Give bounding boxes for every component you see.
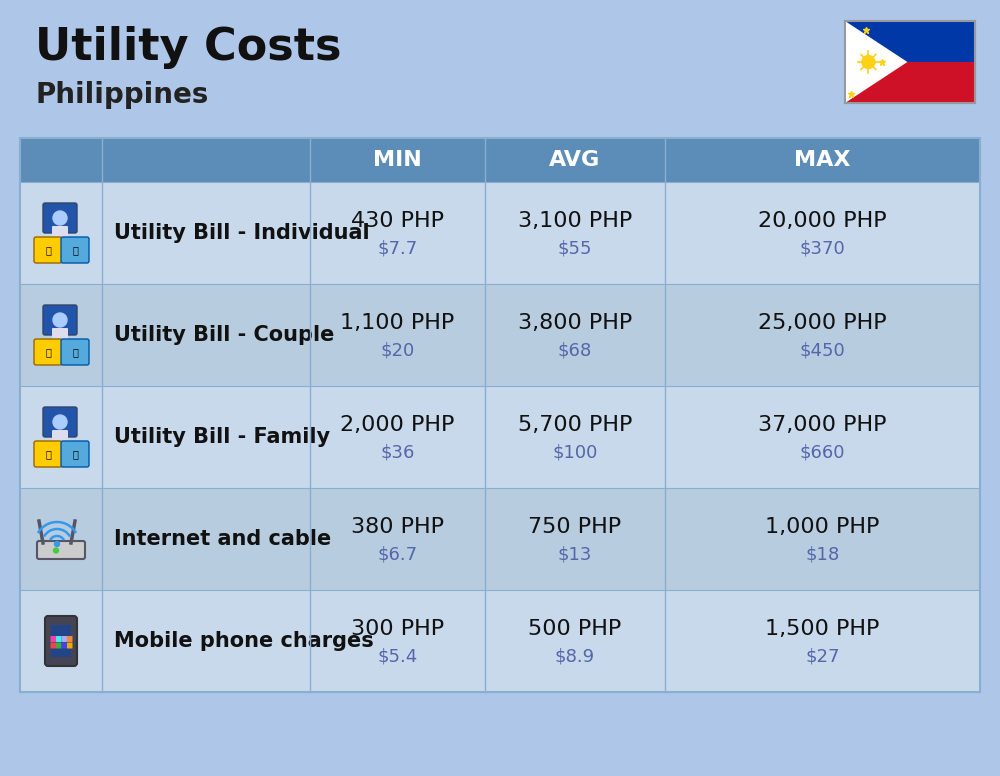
Circle shape [862,56,875,68]
FancyBboxPatch shape [51,625,71,657]
FancyBboxPatch shape [52,226,68,240]
Text: 🚿: 🚿 [72,449,78,459]
FancyBboxPatch shape [56,643,62,649]
Text: $13: $13 [558,546,592,564]
Text: 37,000 PHP: 37,000 PHP [758,415,887,435]
FancyBboxPatch shape [34,441,62,467]
Text: $100: $100 [552,444,598,462]
Text: $450: $450 [800,342,845,360]
Text: Philippines: Philippines [35,81,208,109]
FancyBboxPatch shape [845,21,975,103]
FancyBboxPatch shape [845,21,975,62]
Text: 3,100 PHP: 3,100 PHP [518,211,632,231]
FancyBboxPatch shape [62,643,67,649]
Text: Utility Bill - Couple: Utility Bill - Couple [114,325,334,345]
FancyBboxPatch shape [52,328,68,342]
Text: 🔌: 🔌 [45,449,51,459]
Text: Utility Bill - Family: Utility Bill - Family [114,427,330,447]
FancyBboxPatch shape [67,643,73,649]
Text: 🔌: 🔌 [45,347,51,357]
Text: $68: $68 [558,342,592,360]
Text: MIN: MIN [373,150,422,170]
Text: $8.9: $8.9 [555,648,595,666]
Circle shape [53,415,67,429]
FancyBboxPatch shape [20,590,980,692]
Text: 5,700 PHP: 5,700 PHP [518,415,632,435]
Circle shape [54,542,60,546]
Text: $370: $370 [800,240,845,258]
Text: 300 PHP: 300 PHP [351,619,444,639]
FancyBboxPatch shape [43,407,77,437]
Text: AVG: AVG [549,150,601,170]
Text: MAX: MAX [794,150,851,170]
Text: 1,000 PHP: 1,000 PHP [765,517,880,537]
Text: 🔌: 🔌 [45,245,51,255]
Text: 1,100 PHP: 1,100 PHP [340,313,455,333]
Text: Internet and cable: Internet and cable [114,529,331,549]
Text: 500 PHP: 500 PHP [528,619,622,639]
FancyBboxPatch shape [20,386,980,488]
Text: $7.7: $7.7 [377,240,418,258]
Circle shape [53,313,67,327]
Text: 🚿: 🚿 [72,245,78,255]
FancyBboxPatch shape [50,636,56,642]
FancyBboxPatch shape [67,636,73,642]
FancyBboxPatch shape [52,430,68,444]
FancyBboxPatch shape [20,488,980,590]
FancyBboxPatch shape [61,339,89,365]
FancyBboxPatch shape [34,339,62,365]
FancyBboxPatch shape [45,616,77,666]
FancyBboxPatch shape [20,138,980,182]
FancyBboxPatch shape [62,636,67,642]
FancyBboxPatch shape [61,237,89,263]
Text: 380 PHP: 380 PHP [351,517,444,537]
Text: 430 PHP: 430 PHP [351,211,444,231]
Circle shape [53,548,58,553]
Text: $20: $20 [380,342,415,360]
Text: 3,800 PHP: 3,800 PHP [518,313,632,333]
FancyBboxPatch shape [34,237,62,263]
Text: $660: $660 [800,444,845,462]
FancyBboxPatch shape [56,636,62,642]
Text: $27: $27 [805,648,840,666]
Text: $55: $55 [558,240,592,258]
Text: $18: $18 [805,546,840,564]
Text: 2,000 PHP: 2,000 PHP [340,415,455,435]
Text: 20,000 PHP: 20,000 PHP [758,211,887,231]
Text: 1,500 PHP: 1,500 PHP [765,619,880,639]
Text: 🚿: 🚿 [72,347,78,357]
FancyBboxPatch shape [845,62,975,103]
FancyBboxPatch shape [20,182,980,284]
FancyBboxPatch shape [43,203,77,233]
Text: Utility Bill - Individual: Utility Bill - Individual [114,223,370,243]
FancyBboxPatch shape [61,441,89,467]
FancyBboxPatch shape [50,643,56,649]
Polygon shape [845,21,907,103]
FancyBboxPatch shape [37,541,85,559]
Text: $5.4: $5.4 [377,648,418,666]
Text: 25,000 PHP: 25,000 PHP [758,313,887,333]
FancyBboxPatch shape [43,305,77,335]
Text: 750 PHP: 750 PHP [528,517,622,537]
Text: $6.7: $6.7 [377,546,418,564]
Text: $36: $36 [380,444,415,462]
Circle shape [53,211,67,225]
FancyBboxPatch shape [20,284,980,386]
Text: Mobile phone charges: Mobile phone charges [114,631,374,651]
Text: Utility Costs: Utility Costs [35,26,342,69]
